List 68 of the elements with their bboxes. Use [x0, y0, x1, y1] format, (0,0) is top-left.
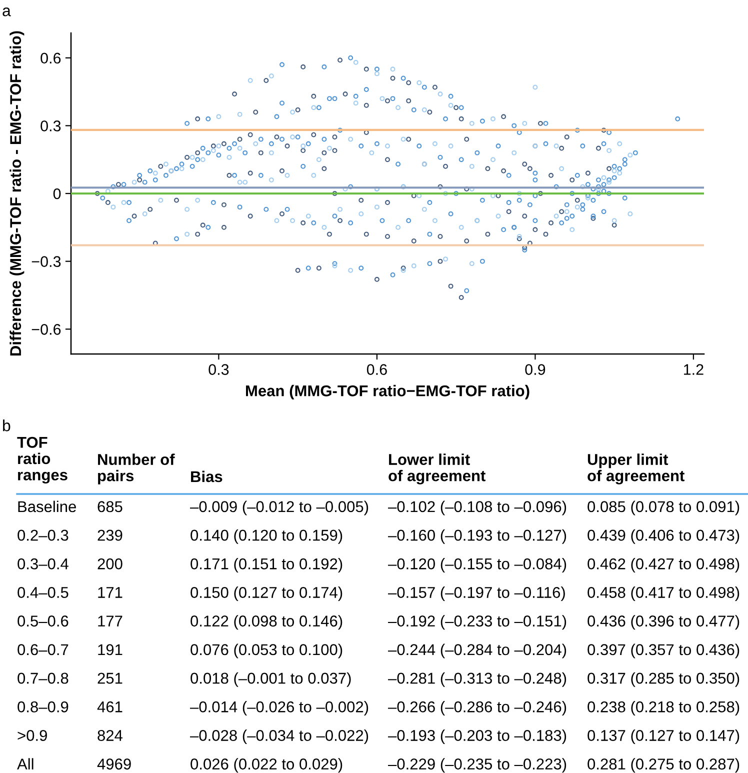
- text: 191: [98, 644, 122, 656]
- text: –0.192 (–0.233 to –0.151): [388, 615, 566, 630]
- text: 0.439 (0.406 to 0.473): [588, 529, 740, 544]
- text: 0.5–0.6: [18, 616, 68, 627]
- text: –0.193 (–0.203 to –0.183): [388, 730, 566, 744]
- text: b: [3, 420, 10, 432]
- text: –0.028 (–0.034 to –0.022): [190, 730, 368, 744]
- text: –0.157 (–0.197 to –0.116): [388, 586, 565, 602]
- y-axis-title: Difference (MMG-TOF ratio - EMG-TOF ratio): [10, 31, 24, 356]
- text: 461: [97, 701, 122, 712]
- text: 4969: [97, 758, 131, 770]
- text: 0.8–0.9: [18, 701, 68, 712]
- text: 0.281 (0.275 to 0.287): [588, 758, 740, 773]
- y-tick-label: 0: [53, 188, 61, 200]
- text: 0.076 (0.053 to 0.100): [190, 644, 342, 658]
- text: 0.137 (0.127 to 0.147): [588, 730, 740, 744]
- text: –0.266 (–0.286 to –0.246): [388, 700, 566, 716]
- text: All: [17, 758, 34, 770]
- text: 251: [98, 672, 122, 684]
- text: 0.018 (–0.001 to 0.037): [190, 672, 351, 687]
- text: 0.7–0.8: [18, 672, 68, 684]
- text: 0.397 (0.357 to 0.436): [588, 644, 740, 658]
- text: 0.238 (0.218 to 0.258): [588, 700, 740, 716]
- text: >0.9: [18, 730, 47, 741]
- text: –0.014 (–0.026 to –0.002): [190, 700, 368, 716]
- category-label: Lower limit of agreement: [388, 454, 486, 484]
- category-label: Bias: [191, 470, 222, 482]
- x-tick-label: 0.9: [525, 364, 546, 375]
- x-axis-title: Mean (MMG-TOF ratio−EMG-TOF ratio): [246, 384, 530, 400]
- text: 0.3–0.4: [18, 558, 68, 570]
- text: 0.122 (0.098 to 0.146): [190, 615, 342, 630]
- category-label: Number of pairs: [98, 454, 175, 484]
- text: 0.140 (0.120 to 0.159): [190, 529, 342, 544]
- x-tick-label: 0.3: [208, 364, 229, 375]
- category-label: TOF ratio ranges: [17, 436, 68, 484]
- text: –0.120 (–0.155 to –0.084): [388, 558, 566, 572]
- text: 0.085 (0.078 to 0.091): [588, 500, 740, 516]
- x-tick-label: 0.6: [366, 364, 387, 375]
- text: 0.6–0.7: [18, 644, 68, 656]
- text: 0.171 (0.151 to 0.192): [190, 558, 342, 572]
- text: 0.436 (0.396 to 0.477): [588, 615, 740, 630]
- text: 239: [98, 530, 122, 541]
- y-tick-label: −0.6: [32, 324, 61, 335]
- text: 0.026 (0.022 to 0.029): [190, 758, 342, 773]
- x-tick-label: 1.2: [684, 364, 704, 375]
- text: –0.009 (–0.012 to –0.005): [190, 500, 368, 516]
- y-tick-label: 0.3: [40, 120, 61, 132]
- text: 171: [98, 587, 122, 598]
- text: 824: [98, 730, 122, 741]
- category-label: Upper limit of agreement: [588, 454, 684, 484]
- text: –0.160 (–0.193 to –0.127): [388, 529, 566, 544]
- text: 0.150 (0.127 to 0.174): [190, 586, 342, 602]
- y-tick-label: 0.6: [40, 52, 61, 64]
- text: 0.458 (0.417 to 0.498): [588, 586, 740, 602]
- text: 0.462 (0.427 to 0.498): [588, 558, 740, 572]
- text: –0.244 (–0.284 to –0.204): [388, 644, 566, 658]
- text: –0.229 (–0.235 to –0.223): [388, 758, 566, 773]
- text: 0.317 (0.285 to 0.350): [588, 672, 740, 687]
- y-tick-label: −0.3: [32, 256, 61, 268]
- text: 685: [98, 501, 122, 512]
- text: –0.281 (–0.313 to –0.248): [388, 672, 566, 687]
- chart-title: a: [2, 8, 11, 16]
- text: –0.102 (–0.108 to –0.096): [388, 500, 566, 516]
- text: 200: [98, 558, 122, 570]
- text: 177: [98, 616, 122, 626]
- text: Baseline: [18, 500, 76, 512]
- text: 0.4–0.5: [18, 586, 68, 598]
- text: 0.2–0.3: [18, 530, 68, 541]
